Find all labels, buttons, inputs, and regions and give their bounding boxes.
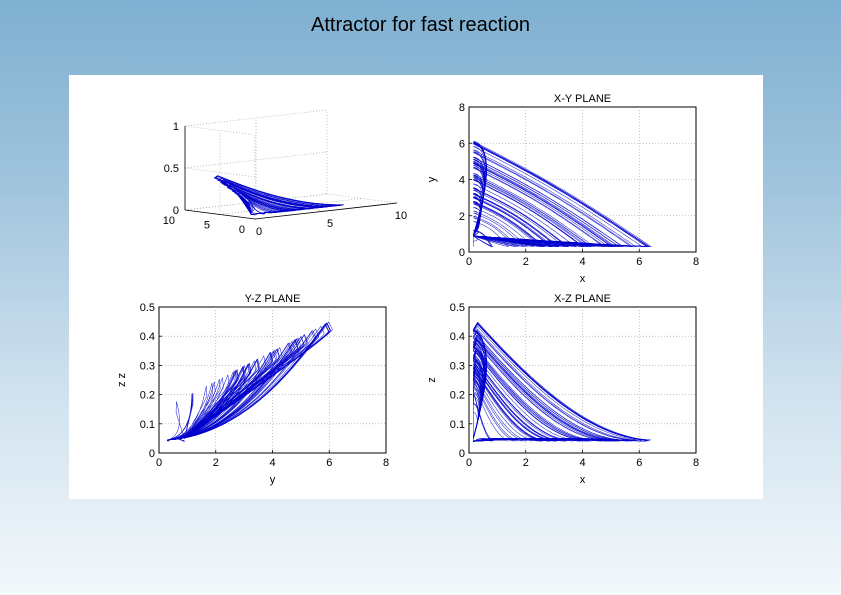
- yz-x-tick-label: 4: [269, 457, 275, 469]
- plot3d-y-tick-label: 0: [239, 224, 245, 236]
- xz-y-tick-label: 0: [459, 448, 465, 460]
- xz-x-tick-label: 0: [466, 457, 472, 469]
- xy-y-tick-label: 8: [459, 102, 465, 114]
- xz-y-tick-label: 0.5: [450, 302, 465, 314]
- plot3d-y-tick-label: 5: [204, 220, 210, 232]
- plot3d-y-axis: [184, 209, 256, 220]
- xy-trajectory-line: [473, 235, 478, 247]
- xy-trajectory-line: [473, 179, 585, 247]
- xy-y-tick-label: 6: [459, 138, 465, 150]
- xy-y-tick-label: 4: [459, 175, 465, 187]
- xy-y-tick-label: 2: [459, 211, 465, 223]
- yz-x-tick-label: 6: [326, 457, 332, 469]
- xz-title: X-Z PLANE: [554, 293, 611, 305]
- xy-x-tick-label: 4: [579, 256, 585, 268]
- figure-panel: 0 2 4 6 8 0 2 4 6 8 X-Y PLANE x y 0 2 4 6 8 0 0.1 0.2 0.3 0.4 0…: [69, 75, 763, 499]
- xy-x-tick-label: 8: [693, 256, 699, 268]
- xy-y-tick-label: 0: [459, 247, 465, 259]
- xz-trajectory-line: [472, 322, 650, 442]
- xz-x-tick-label: 8: [693, 457, 699, 469]
- xy-series-group: [473, 141, 653, 248]
- xz-y-tick-label: 0.4: [450, 331, 465, 343]
- plot3d-y-tick-label: 10: [163, 215, 175, 227]
- xy-trajectory-line: [473, 159, 620, 247]
- yz-title: Y-Z PLANE: [245, 293, 301, 305]
- xy-trajectory-line: [473, 165, 610, 247]
- slide-title: Attractor for fast reaction: [311, 14, 530, 36]
- plot3d-x-axis: [254, 202, 398, 220]
- xy-trajectory-line: [473, 193, 558, 247]
- xz-series-group: [472, 321, 652, 442]
- yz-x-tick-label: 0: [156, 457, 162, 469]
- xz-x-tick-label: 6: [636, 457, 642, 469]
- yz-x-tick-label: 2: [213, 457, 219, 469]
- plot3d-x-tick-label: 10: [395, 210, 407, 222]
- xz-y-tick-label: 0.2: [450, 390, 465, 402]
- xz-x-tick-label: 2: [523, 457, 529, 469]
- plot3d-x-tick-label: 0: [256, 226, 262, 238]
- xy-trajectory-line: [473, 230, 493, 248]
- yz-y-tick-label: 0.4: [140, 331, 155, 343]
- yz-y-tick-label: 0.3: [140, 360, 155, 372]
- plot3d-series-group: [213, 175, 345, 216]
- plot3d-z-tick-label: 1: [173, 121, 179, 133]
- xz-trajectory-line: [473, 393, 492, 442]
- xy-x-tick-label: 2: [523, 256, 529, 268]
- yz-x-tick-label: 8: [383, 457, 389, 469]
- xy-trajectory-line: [473, 174, 593, 247]
- xy-x-axis-label: x: [580, 273, 586, 285]
- yz-y-tick-label: 0.1: [140, 419, 155, 431]
- xy-trajectory-line: [473, 215, 519, 248]
- xy-trajectory-line: [473, 187, 569, 247]
- yz-y-tick-label: 0: [149, 448, 155, 460]
- plot3d-z-tick-label: 0: [173, 205, 179, 217]
- yz-y-tick-label: 0.5: [140, 302, 155, 314]
- xz-trajectory-line: [473, 380, 519, 442]
- xz-y-tick-label: 0.3: [450, 360, 465, 372]
- xz-y-axis-label: z: [426, 377, 438, 383]
- yz-y-axis-label: z z: [116, 373, 128, 387]
- yz-series-group: [167, 321, 333, 442]
- xz-y-tick-label: 0.1: [450, 419, 465, 431]
- yz-y-tick-label: 0.2: [140, 390, 155, 402]
- xz-x-tick-label: 4: [579, 457, 585, 469]
- xy-title: X-Y PLANE: [554, 93, 611, 105]
- yz-x-axis-label: y: [270, 474, 276, 486]
- plot3d-x-tick-label: 5: [327, 218, 333, 230]
- plot3d-z-tick-label: 0.5: [164, 163, 179, 175]
- xz-trajectory-line: [473, 401, 478, 442]
- xy-y-axis-label: y: [426, 176, 438, 182]
- xy-x-tick-label: 6: [636, 256, 642, 268]
- plot3d-trajectory-line: [232, 188, 303, 215]
- xz-trajectory-line: [472, 358, 569, 442]
- xy-x-tick-label: 0: [466, 256, 472, 268]
- figure-svg: 0 2 4 6 8 0 2 4 6 8 X-Y PLANE x y 0 2 4 6 8 0 0.1 0.2 0.3 0.4 0…: [116, 93, 699, 486]
- xz-x-axis-label: x: [580, 474, 586, 486]
- yz-trajectory-line: [167, 358, 260, 442]
